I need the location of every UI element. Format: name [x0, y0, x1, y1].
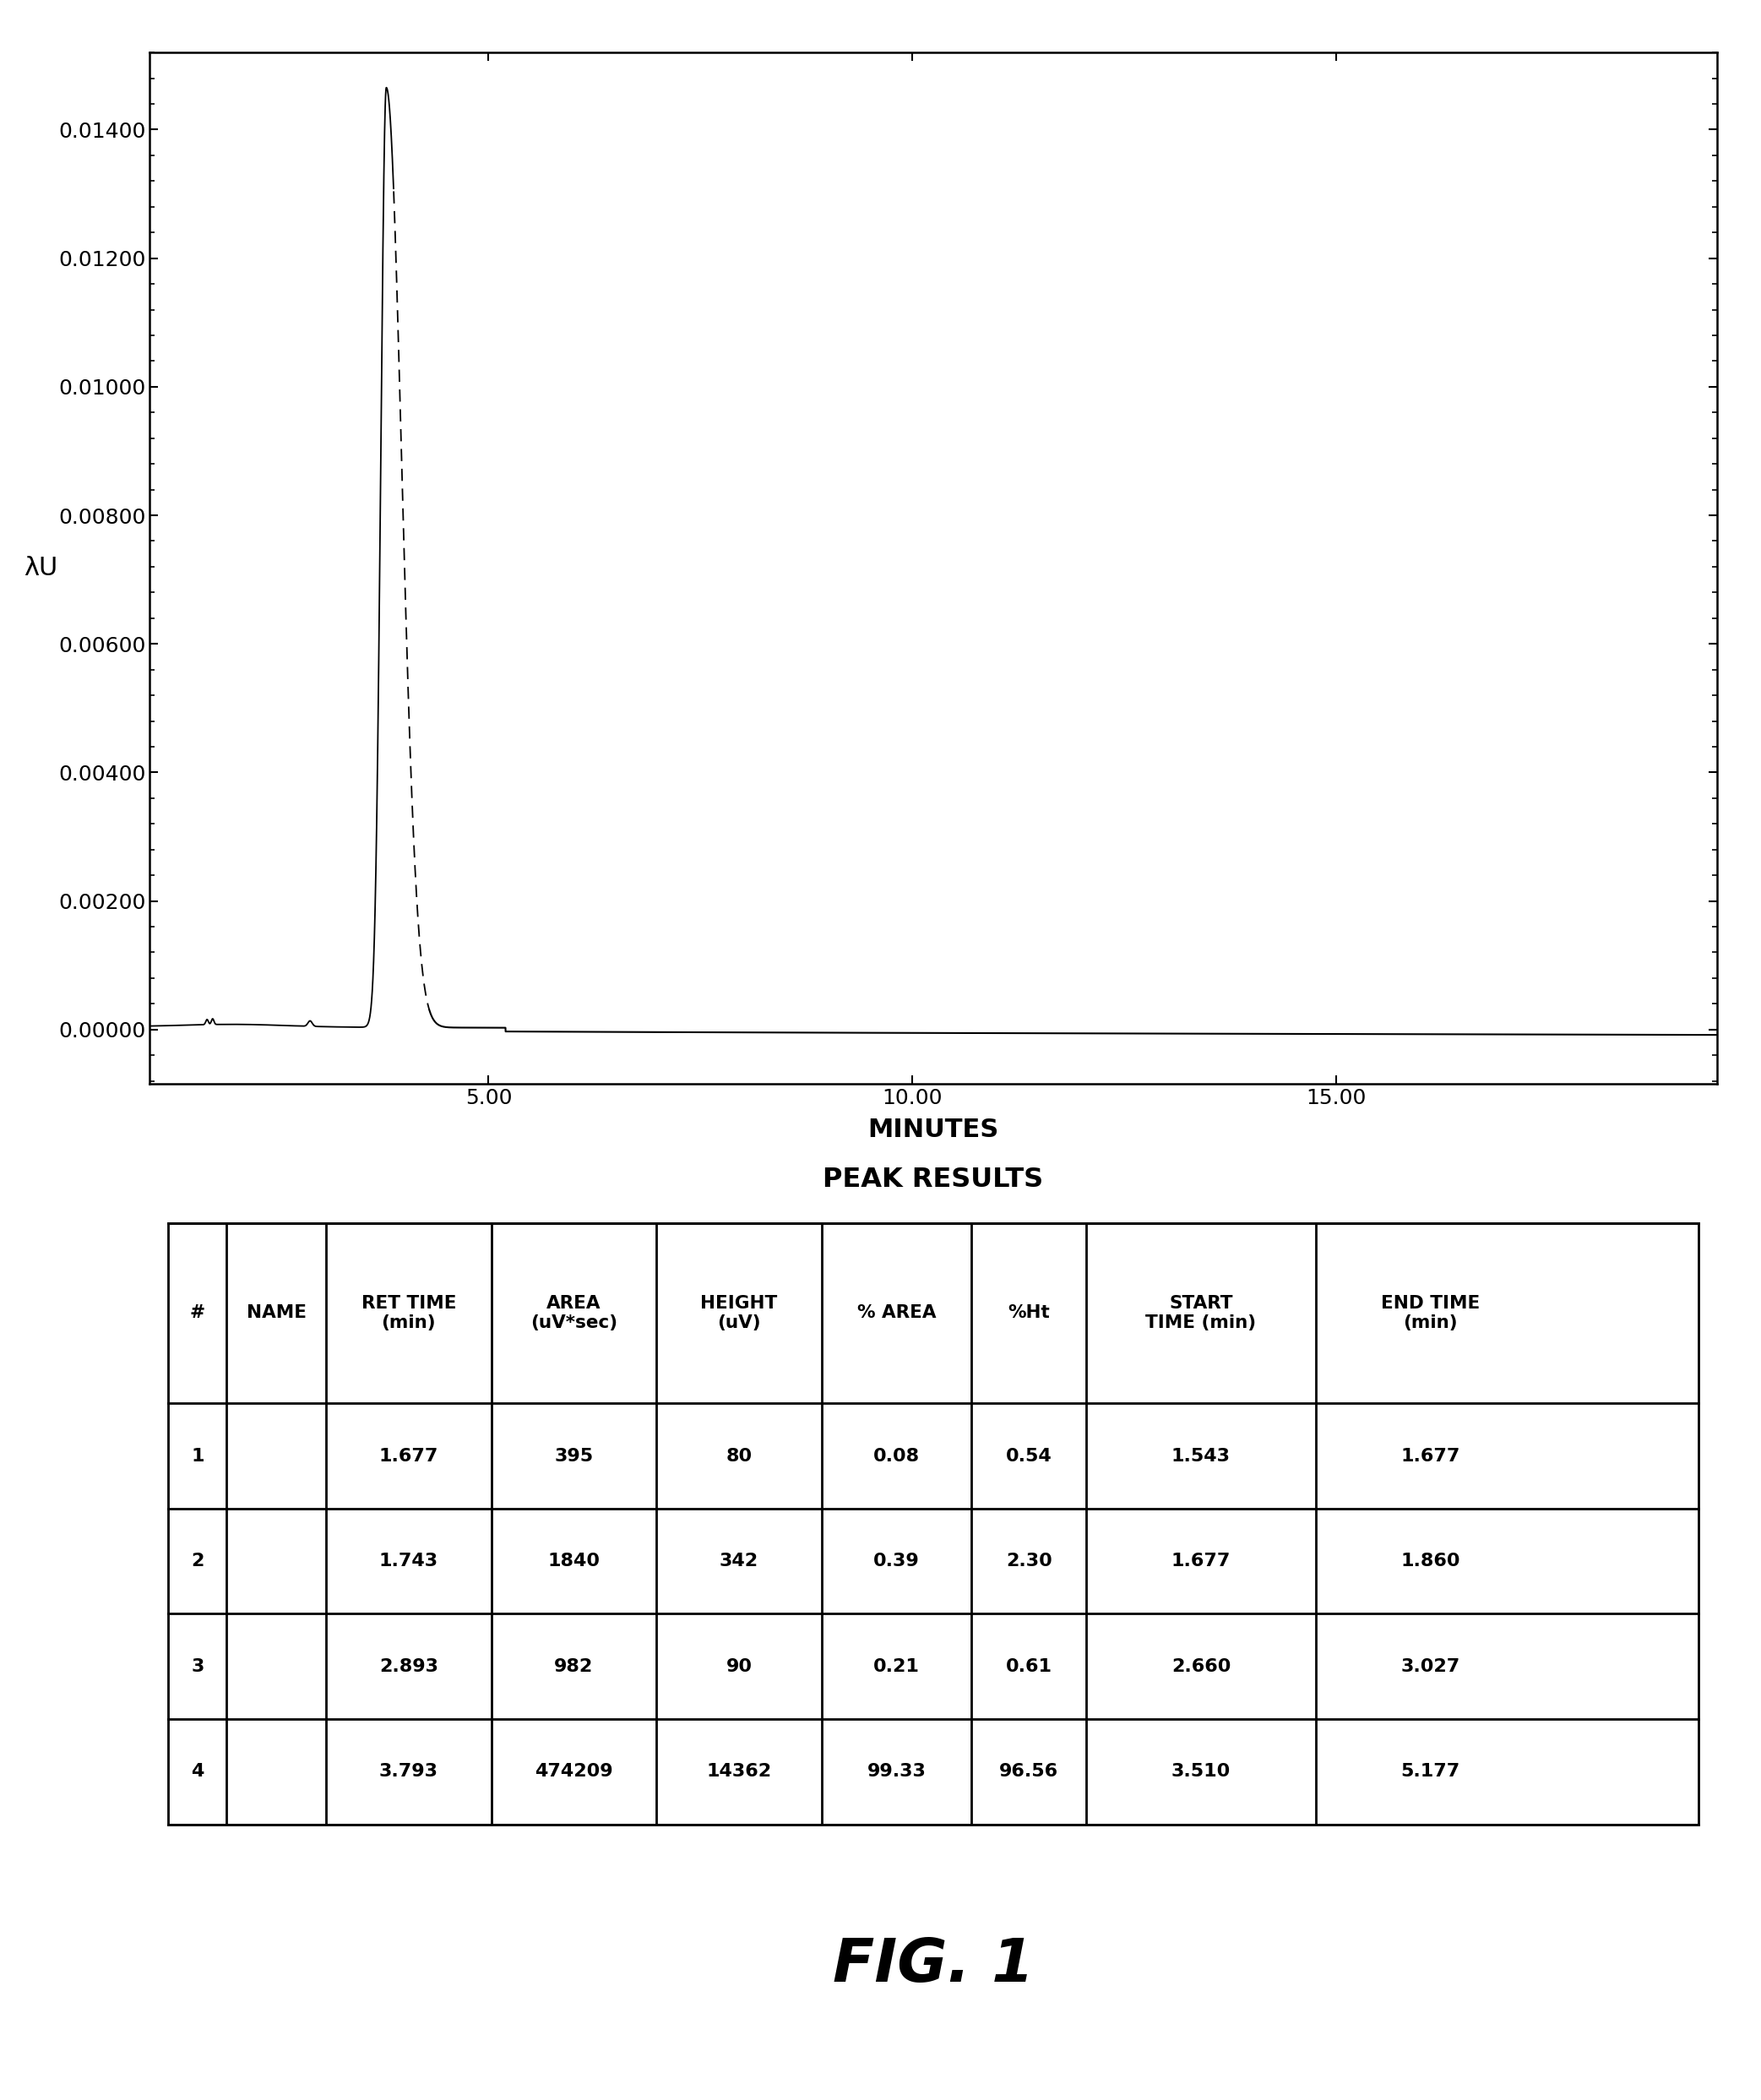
Text: 982: 982: [555, 1659, 593, 1676]
Text: 0.61: 0.61: [1006, 1659, 1051, 1676]
Text: % AREA: % AREA: [858, 1304, 937, 1321]
Text: 342: 342: [720, 1552, 759, 1569]
Text: 0.54: 0.54: [1006, 1447, 1051, 1464]
Text: 1.860: 1.860: [1400, 1552, 1460, 1569]
Text: 3.027: 3.027: [1400, 1659, 1460, 1676]
Text: %Ht: %Ht: [1007, 1304, 1050, 1321]
Text: 1.677: 1.677: [379, 1447, 438, 1464]
Text: 1840: 1840: [548, 1552, 601, 1569]
Text: 1.677: 1.677: [1400, 1447, 1460, 1464]
Text: 96.56: 96.56: [998, 1764, 1058, 1781]
Text: 0.08: 0.08: [873, 1447, 919, 1464]
Text: 0.39: 0.39: [873, 1552, 919, 1569]
Text: RET TIME
(min): RET TIME (min): [361, 1296, 456, 1331]
Text: 2.893: 2.893: [379, 1659, 438, 1676]
Text: 474209: 474209: [535, 1764, 613, 1781]
Text: HEIGHT
(uV): HEIGHT (uV): [701, 1296, 778, 1331]
Text: 2.660: 2.660: [1171, 1659, 1231, 1676]
Y-axis label: λU: λU: [23, 556, 58, 580]
Bar: [169, 1222, 1698, 1825]
Text: 90: 90: [726, 1659, 752, 1676]
Text: 3.510: 3.510: [1171, 1764, 1231, 1781]
Text: 99.33: 99.33: [866, 1764, 926, 1781]
Text: 1: 1: [190, 1447, 204, 1464]
Text: 2.30: 2.30: [1006, 1552, 1051, 1569]
Text: 2: 2: [190, 1552, 204, 1569]
Text: 1.677: 1.677: [1171, 1552, 1231, 1569]
Text: AREA
(uV*sec): AREA (uV*sec): [530, 1296, 618, 1331]
Text: 14362: 14362: [706, 1764, 771, 1781]
Text: 0.21: 0.21: [873, 1659, 919, 1676]
Text: 1.543: 1.543: [1171, 1447, 1231, 1464]
Text: PEAK RESULTS: PEAK RESULTS: [822, 1168, 1044, 1193]
Text: 1.743: 1.743: [379, 1552, 438, 1569]
Text: #: #: [190, 1304, 206, 1321]
Text: 395: 395: [555, 1447, 593, 1464]
Text: 4: 4: [190, 1764, 204, 1781]
Text: END TIME
(min): END TIME (min): [1381, 1296, 1479, 1331]
Text: 3: 3: [190, 1659, 204, 1676]
Text: NAME: NAME: [247, 1304, 306, 1321]
Text: 5.177: 5.177: [1400, 1764, 1460, 1781]
Text: 3.793: 3.793: [379, 1764, 438, 1781]
Text: FIG. 1: FIG. 1: [833, 1936, 1034, 1995]
Text: 80: 80: [726, 1447, 752, 1464]
X-axis label: MINUTES: MINUTES: [868, 1117, 998, 1142]
Text: START
TIME (min): START TIME (min): [1146, 1296, 1256, 1331]
